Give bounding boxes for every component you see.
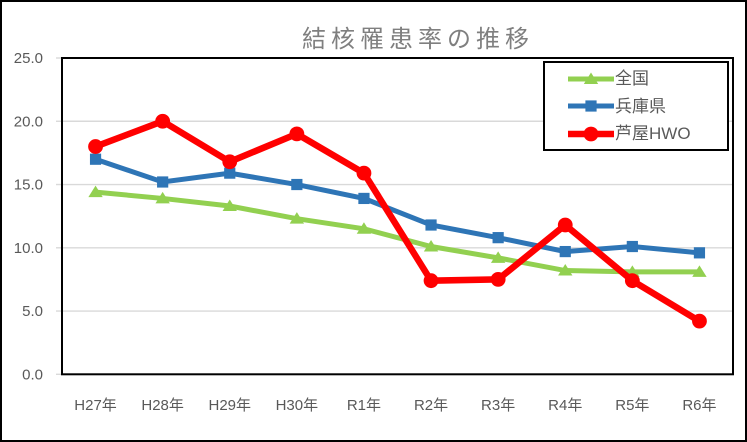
x-tick-label: H30年 — [276, 397, 319, 414]
series-line-0 — [95, 189, 700, 275]
series-marker-0-7 — [558, 264, 573, 276]
legend-swatch-triangle-icon — [568, 72, 614, 84]
x-tick-label: H29年 — [208, 397, 251, 414]
legend-item-0: 全国 — [545, 67, 727, 91]
legend-label: 兵庫県 — [615, 96, 666, 116]
series-marker-0-3 — [289, 212, 305, 224]
series-marker-2-9 — [692, 313, 707, 329]
x-tick-label: H27年 — [74, 397, 117, 414]
legend-swatch-marker — [585, 100, 597, 112]
series-marker-0-0 — [88, 185, 103, 198]
series-marker-2-1 — [155, 113, 171, 129]
x-tick-label: R6年 — [682, 397, 716, 414]
y-tick-label: 10.0 — [14, 240, 43, 257]
x-tick-label: R1年 — [347, 397, 381, 414]
series-marker-0-9 — [692, 265, 707, 277]
series-marker-2-8 — [624, 273, 640, 289]
y-tick-label: 25.0 — [14, 50, 43, 67]
series-marker-2-0 — [88, 139, 103, 154]
series-marker-2-6 — [490, 272, 506, 287]
legend-label: 芦屋HWO — [615, 124, 691, 143]
series-marker-1-7 — [559, 245, 571, 258]
series-marker-1-1 — [157, 176, 169, 188]
series-marker-1-2 — [224, 167, 236, 179]
legend-item-2: 芦屋HWO — [545, 122, 727, 146]
series-marker-0-2 — [222, 199, 237, 212]
series-marker-2-5 — [423, 273, 439, 289]
series-marker-1-3 — [291, 178, 303, 191]
series-marker-0-1 — [155, 191, 170, 204]
series-marker-0-6 — [490, 251, 506, 263]
legend-swatch-marker — [583, 72, 599, 84]
y-tick-label: 0.0 — [22, 366, 43, 383]
y-tick-label: 5.0 — [22, 303, 43, 320]
series-marker-1-9 — [693, 247, 706, 259]
series-line-2 — [94, 117, 702, 324]
series-marker-1-8 — [626, 240, 638, 253]
series-marker-1-6 — [492, 232, 504, 244]
x-tick-label: R3年 — [481, 397, 515, 414]
chart-title: 結核罹患率の推移 — [302, 26, 534, 53]
series-marker-1-5 — [425, 219, 437, 231]
legend: 全国兵庫県芦屋HWO — [543, 61, 729, 151]
series-marker-1-0 — [89, 153, 102, 165]
x-tick-label: R5年 — [615, 397, 649, 414]
plot-border — [61, 57, 734, 376]
legend-label: 全国 — [615, 69, 649, 88]
legend-swatch-square-icon — [568, 100, 614, 112]
series-marker-2-4 — [356, 165, 372, 181]
x-tick-label: R2年 — [414, 397, 448, 414]
legend-swatch-circle-icon — [568, 126, 614, 141]
legend-swatch-marker — [583, 126, 599, 141]
series-marker-2-3 — [289, 126, 305, 142]
y-tick-label: 15.0 — [14, 177, 43, 194]
y-tick-label: 20.0 — [14, 113, 43, 130]
series-marker-1-4 — [358, 192, 370, 205]
series-marker-0-4 — [356, 222, 372, 234]
legend-item-1: 兵庫県 — [545, 94, 727, 118]
x-tick-label: H28年 — [141, 397, 184, 414]
x-tick-label: R4年 — [548, 397, 582, 414]
series-marker-0-5 — [423, 240, 439, 252]
series-marker-2-2 — [222, 154, 238, 170]
series-marker-2-7 — [557, 217, 573, 233]
